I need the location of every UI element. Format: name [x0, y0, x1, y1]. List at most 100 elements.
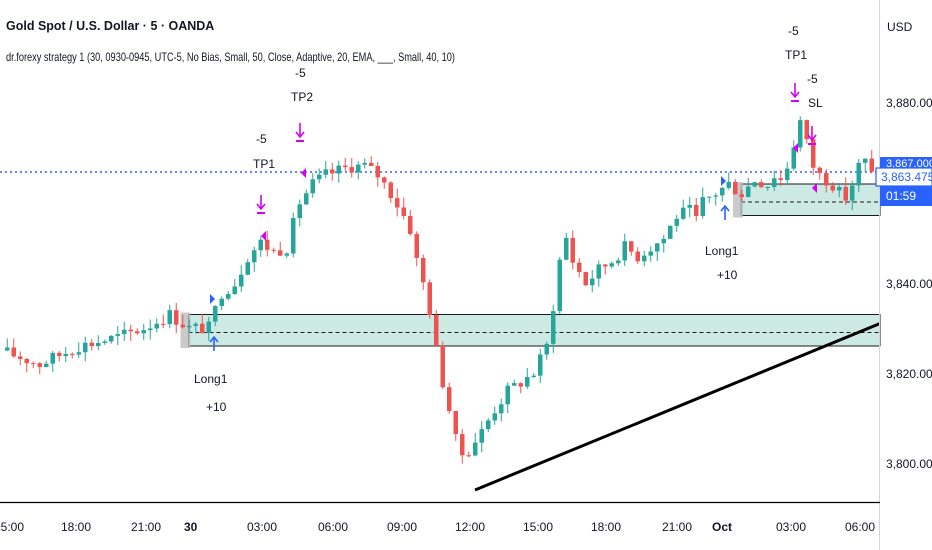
candle-body — [603, 264, 608, 267]
candle-body — [499, 404, 504, 414]
candle-body — [655, 243, 660, 252]
candle-body — [700, 197, 705, 216]
candle-body — [154, 323, 159, 329]
candle-body — [349, 167, 354, 173]
price-axis[interactable]: 3,880.000 3,840.000 3,820.000 3,800.000 — [886, 96, 932, 471]
candle-body — [271, 249, 276, 251]
signal-flag — [793, 143, 798, 153]
candle-body — [616, 260, 621, 264]
candle-body — [63, 354, 68, 357]
candle-body — [856, 162, 861, 186]
candle-body — [265, 239, 270, 250]
candle-body — [590, 278, 595, 286]
candle-body — [765, 186, 770, 188]
candle-body — [713, 195, 718, 197]
candle-body — [512, 383, 517, 386]
tp1-label: TP1 — [785, 48, 807, 62]
candle-body — [57, 352, 62, 357]
exit-arrow-head — [807, 134, 817, 142]
candle-body — [24, 359, 29, 364]
candle-body — [447, 387, 452, 411]
candle-body — [629, 241, 634, 252]
candle-body — [336, 165, 341, 174]
symbol-title[interactable]: Gold Spot / U.S. Dollar · 5 · OANDA — [6, 19, 214, 33]
price-tick-label: 3,800.000 — [886, 457, 932, 471]
candle-body — [310, 179, 315, 194]
time-axis[interactable]: 15:00 18:00 21:00 30 03:00 06:00 09:00 1… — [0, 520, 875, 534]
candle-body — [141, 330, 146, 334]
candle-body — [278, 250, 283, 256]
time-tick-label: 18:00 — [591, 520, 621, 534]
candle-body — [505, 385, 510, 405]
currency-label[interactable]: USD — [887, 20, 913, 34]
candle-body — [752, 182, 757, 187]
candle-body — [551, 311, 556, 344]
candle-body — [37, 363, 42, 367]
current-price-label: 3,863.475 — [881, 170, 932, 184]
candles-layer — [5, 116, 881, 464]
signal-flag — [301, 168, 306, 178]
candle-body — [382, 177, 387, 183]
candle-body — [804, 120, 809, 140]
time-tick-label: 03:00 — [776, 520, 806, 534]
signal-flag — [721, 176, 726, 186]
candle-body — [772, 178, 777, 187]
candle-body — [434, 315, 439, 346]
candle-body — [193, 323, 198, 326]
indicator-legend[interactable]: dr.forexy strategy 1 (30, 0930-0945, UTC… — [6, 50, 455, 64]
candle-body — [356, 164, 361, 173]
candle-body — [869, 158, 874, 172]
candle-body — [830, 185, 835, 191]
candle-body — [128, 329, 133, 332]
candle-body — [440, 345, 445, 388]
candle-body — [284, 253, 289, 256]
price-tick-label: 3,880.000 — [886, 96, 932, 110]
entry-arrow-head — [720, 204, 730, 212]
price-tick-label: 3,820.000 — [886, 367, 932, 381]
candle-body — [726, 181, 731, 188]
price-tick-label: 3,840.000 — [886, 277, 932, 291]
hidden-price-label: 3,867.000 — [886, 158, 932, 170]
tp1-label: TP1 — [253, 157, 275, 171]
candle-body — [518, 383, 523, 387]
candle-body — [622, 241, 627, 261]
candle-body — [304, 193, 309, 205]
entry-arrow-head — [209, 335, 219, 343]
candle-body — [109, 335, 114, 342]
candle-body — [824, 173, 829, 186]
candle-body — [648, 251, 653, 256]
candle-body — [661, 238, 666, 244]
candle-body — [369, 162, 374, 167]
candle-body — [798, 120, 803, 148]
candle-body — [525, 376, 530, 387]
candle-body — [583, 272, 588, 286]
time-tick-label: 09:00 — [387, 520, 417, 534]
candle-body — [427, 282, 432, 316]
candle-body — [50, 352, 55, 364]
long1-label: Long1 — [194, 372, 228, 386]
candle-body — [674, 218, 679, 226]
candle-body — [479, 429, 484, 443]
candle-body — [200, 323, 205, 334]
zone-box — [188, 314, 881, 347]
long1-label: Long1 — [705, 244, 739, 258]
candle-body — [720, 187, 725, 196]
time-tick-label: 21:00 — [662, 520, 692, 534]
candle-body — [492, 413, 497, 421]
candle-body — [70, 354, 75, 356]
candle-body — [76, 352, 81, 355]
candle-body — [174, 310, 179, 325]
candle-body — [635, 251, 640, 262]
signal-flag — [261, 231, 266, 241]
trendline-layer[interactable] — [474, 322, 881, 492]
trade-markers-layer — [209, 83, 817, 351]
zone-box — [740, 183, 881, 216]
candle-body — [297, 204, 302, 219]
candle-body — [213, 306, 218, 322]
zone-session-block — [180, 312, 191, 348]
time-tick-label: 15:00 — [523, 520, 553, 534]
candle-body — [83, 342, 88, 353]
